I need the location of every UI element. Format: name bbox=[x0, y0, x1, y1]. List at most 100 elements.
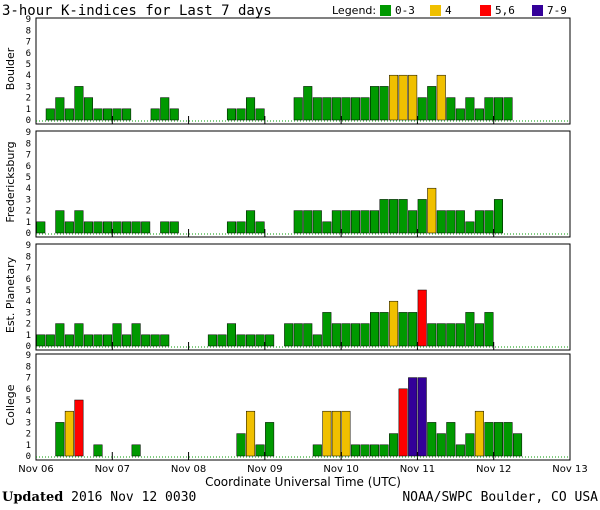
bar bbox=[93, 108, 103, 121]
bar bbox=[284, 323, 294, 347]
bar bbox=[207, 334, 217, 347]
bar bbox=[74, 210, 84, 234]
bar bbox=[293, 210, 303, 234]
bar bbox=[513, 433, 523, 457]
bar bbox=[236, 433, 246, 457]
bar bbox=[331, 410, 341, 457]
bar bbox=[389, 199, 399, 234]
ytick-label: 5 bbox=[26, 173, 31, 183]
legend-item-label-0: 0-3 bbox=[395, 4, 415, 17]
bar bbox=[303, 323, 313, 347]
bar bbox=[141, 334, 151, 347]
legend-swatch-3 bbox=[532, 5, 543, 16]
bar bbox=[112, 221, 122, 234]
bar bbox=[236, 334, 246, 347]
bar bbox=[493, 199, 504, 234]
ytick-label: 7 bbox=[26, 374, 31, 384]
bar bbox=[265, 422, 275, 457]
bar bbox=[350, 323, 360, 347]
bar bbox=[150, 334, 160, 347]
bar bbox=[417, 289, 427, 347]
bar bbox=[55, 210, 65, 234]
bar bbox=[360, 210, 370, 234]
chart-title: 3-hour K-indices for Last 7 days bbox=[2, 3, 272, 19]
bar bbox=[74, 323, 84, 347]
legend-swatch-2 bbox=[480, 5, 491, 16]
bar bbox=[350, 97, 360, 121]
bar bbox=[446, 210, 456, 234]
bar bbox=[446, 323, 456, 347]
series-name-0: Boulder bbox=[4, 47, 17, 90]
ytick-label: 3 bbox=[26, 82, 31, 92]
panel-frame-1 bbox=[35, 130, 571, 238]
ytick-label: 8 bbox=[26, 139, 31, 149]
ytick-label: 1 bbox=[26, 105, 31, 115]
ytick-label: 1 bbox=[26, 218, 31, 228]
bar bbox=[408, 210, 418, 234]
bar bbox=[246, 334, 256, 347]
bar bbox=[484, 97, 494, 121]
ytick-label: 2 bbox=[26, 207, 31, 217]
ytick-label: 6 bbox=[26, 385, 31, 395]
bar bbox=[427, 323, 437, 347]
bar bbox=[303, 210, 313, 234]
ytick-label: 9 bbox=[26, 241, 31, 251]
bar bbox=[474, 210, 484, 234]
series-name-1: Fredericksburg bbox=[4, 141, 17, 222]
panel-frame-0 bbox=[35, 17, 571, 125]
bar bbox=[417, 377, 427, 457]
bar bbox=[379, 86, 389, 121]
bar bbox=[474, 323, 484, 347]
ytick-label: 9 bbox=[26, 15, 31, 25]
bar bbox=[408, 377, 418, 457]
bar bbox=[236, 221, 246, 234]
ytick-label: 2 bbox=[26, 94, 31, 104]
bar bbox=[112, 323, 122, 347]
bar bbox=[141, 221, 151, 234]
bar bbox=[436, 74, 446, 121]
bar bbox=[83, 97, 93, 121]
bar bbox=[36, 334, 46, 347]
bar bbox=[322, 221, 332, 234]
bar bbox=[484, 210, 494, 234]
ytick-label: 2 bbox=[26, 320, 31, 330]
bar bbox=[217, 334, 227, 347]
ytick-label: 8 bbox=[26, 362, 31, 372]
bar bbox=[341, 210, 351, 234]
bar bbox=[427, 187, 437, 234]
bar bbox=[360, 444, 370, 457]
bar bbox=[455, 108, 465, 121]
bar bbox=[55, 323, 65, 347]
bar bbox=[322, 312, 332, 347]
bar bbox=[236, 108, 246, 121]
bar bbox=[322, 97, 332, 121]
bar bbox=[246, 210, 256, 234]
bar bbox=[370, 210, 380, 234]
bar bbox=[474, 410, 484, 457]
bar bbox=[446, 97, 456, 121]
bar bbox=[74, 399, 84, 457]
bar bbox=[331, 323, 341, 347]
legend-item-label-2: 5,6 bbox=[495, 4, 515, 17]
bar bbox=[350, 444, 360, 457]
bar bbox=[64, 410, 74, 457]
ytick-label: 3 bbox=[26, 195, 31, 205]
ytick-label: 1 bbox=[26, 441, 31, 451]
ytick-label: 3 bbox=[26, 308, 31, 318]
bar bbox=[322, 410, 332, 457]
bar bbox=[398, 199, 408, 234]
bar bbox=[436, 433, 446, 457]
bar bbox=[169, 108, 179, 121]
bar bbox=[389, 74, 399, 121]
bar bbox=[255, 334, 265, 347]
updated-label: Updated bbox=[2, 490, 64, 505]
bar bbox=[474, 108, 484, 121]
bar bbox=[379, 312, 389, 347]
bar bbox=[83, 334, 93, 347]
bar bbox=[55, 97, 65, 121]
bar bbox=[93, 334, 103, 347]
bar bbox=[417, 97, 427, 121]
ytick-label: 1 bbox=[26, 331, 31, 341]
bar bbox=[131, 444, 141, 457]
legend-swatch-0 bbox=[380, 5, 391, 16]
